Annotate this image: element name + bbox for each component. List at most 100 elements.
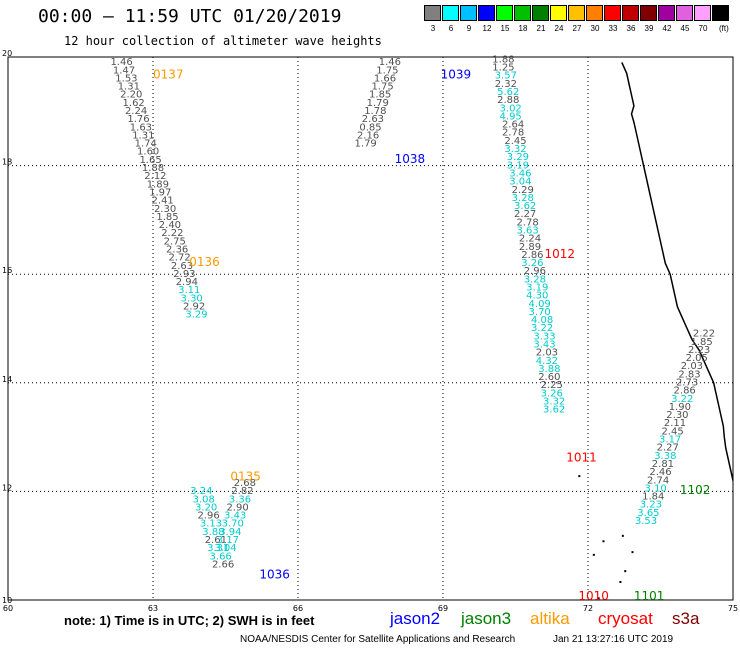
wave-height-value: 2.40 xyxy=(159,220,181,231)
wave-height-value: 2.86 xyxy=(674,386,696,397)
wave-height-value: 1.53 xyxy=(115,73,137,84)
wave-height-value: 3.88 xyxy=(538,364,560,375)
lat-tick-label: 12 xyxy=(2,483,12,492)
wave-height-value: 4.09 xyxy=(529,299,551,310)
colorbar-label: 18 xyxy=(518,24,528,33)
wave-height-value: 2.88 xyxy=(497,95,519,106)
wave-height-value: 2.30 xyxy=(666,410,688,421)
wave-height-value: 1.85 xyxy=(690,337,712,348)
colorbar-swatch xyxy=(550,5,567,21)
satellite-legend-cryosat: cryosat xyxy=(598,609,653,628)
island-mark xyxy=(592,553,595,556)
wave-height-value: 2.46 xyxy=(649,467,671,478)
wave-height-value: 3.26 xyxy=(521,258,543,269)
wave-height-value: 1.88 xyxy=(492,54,514,65)
wave-height-value: 2.03 xyxy=(681,361,703,372)
wave-height-value: 3.31 xyxy=(207,543,229,554)
wave-height-value: 3.43 xyxy=(224,511,246,522)
wave-height-value: 3.57 xyxy=(495,71,517,82)
lat-tick-label: 20 xyxy=(2,49,12,58)
wave-height-value: 3.88 xyxy=(202,527,224,538)
wave-height-value: 2.61 xyxy=(205,535,227,546)
wave-height-value: 2.25 xyxy=(541,380,563,391)
satellite-tracks: 1.461.471.531.312.201.622.241.761.631.31… xyxy=(110,54,715,570)
footer-timestamp: Jan 21 13:27:16 UTC 2019 xyxy=(553,634,674,645)
colorbar-label: 42 xyxy=(662,24,672,33)
wave-height-value: 1.65 xyxy=(139,155,161,166)
colorbar-label: 45 xyxy=(680,24,690,33)
wave-height-value: 2.27 xyxy=(657,443,679,454)
wave-height-value: 3.28 xyxy=(512,193,534,204)
pass-label: 0136 xyxy=(189,255,220,269)
wave-height-value: 2.03 xyxy=(536,348,558,359)
wave-height-value: 2.41 xyxy=(152,196,174,207)
map-border xyxy=(7,56,734,601)
colorbar-swatch xyxy=(424,5,441,21)
india-coastline xyxy=(621,62,734,481)
wave-height-value: 2.90 xyxy=(226,502,248,513)
wave-height-value: 3.02 xyxy=(500,103,522,114)
wave-height-value: 3.30 xyxy=(181,293,203,304)
wave-height-value: 4.95 xyxy=(500,111,522,122)
wave-height-value: 1.79 xyxy=(367,98,389,109)
pass-label: 1010 xyxy=(578,589,609,603)
wave-height-value: 2.30 xyxy=(154,204,176,215)
colorbar-swatch xyxy=(658,5,675,21)
wave-height-value: 1.88 xyxy=(142,163,164,174)
wave-height-value: 2.83 xyxy=(678,369,700,380)
colorbar-label: 3 xyxy=(430,24,436,33)
wave-height-value: 3.43 xyxy=(533,340,555,351)
colorbar-unit: (ft) xyxy=(719,24,729,33)
lat-tick-label: 16 xyxy=(2,266,12,275)
track-0135: 3.243.083.202.963.133.882.613.313.662.66… xyxy=(190,478,256,570)
colorbar-swatch xyxy=(442,5,459,21)
wave-height-value: 2.68 xyxy=(234,478,256,489)
colorbar-label: 27 xyxy=(572,24,582,33)
lon-tick-label: 63 xyxy=(148,604,158,613)
wave-height-value: 3.70 xyxy=(529,307,551,318)
wave-height-value: 0.85 xyxy=(359,122,381,133)
wave-height-value: 2.96 xyxy=(524,266,546,277)
wave-height-value: 1.31 xyxy=(118,82,140,93)
colorbar-swatch xyxy=(478,5,495,21)
colorbar-swatch xyxy=(496,5,513,21)
track-0137: 1.461.471.531.312.201.622.241.761.631.31… xyxy=(110,57,207,320)
island-mark xyxy=(597,597,600,600)
pass-labels: 0137 0136 0135 1036 1038 1039 1012 1011 1010 1102… xyxy=(153,68,710,603)
wave-height-value: 2.82 xyxy=(231,486,253,497)
map-title: 00:00 – 11:59 UTC 01/20/2019 xyxy=(38,6,342,27)
wave-height-value: 2.93 xyxy=(173,269,195,280)
wave-height-value: 2.96 xyxy=(197,511,219,522)
colorbar-label: 24 xyxy=(554,24,564,33)
wave-height-value: 2.60 xyxy=(538,372,560,383)
colorbar-swatch xyxy=(568,5,585,21)
wave-height-value: 1.75 xyxy=(371,82,393,93)
footer-note: note: 1) Time is in UTC; 2) SWH is in fe… xyxy=(64,613,315,628)
wave-height-value: 3.13 xyxy=(200,519,222,530)
wave-height-value: 1.46 xyxy=(110,57,132,68)
pass-label: 1101 xyxy=(634,589,665,603)
wave-height-value: 4.30 xyxy=(526,291,548,302)
colorbar-swatch xyxy=(676,5,693,21)
pass-label: 1012 xyxy=(545,247,576,261)
wave-height-value: 2.92 xyxy=(183,301,205,312)
wave-height-value: 2.74 xyxy=(647,475,669,486)
satellite-legend-jason3: jason3 xyxy=(461,609,512,628)
colorbar-swatch xyxy=(604,5,621,21)
wave-height-value: 3.19 xyxy=(526,282,548,293)
pass-label: 1038 xyxy=(395,152,426,166)
wave-height-value: 2.73 xyxy=(676,378,698,389)
satellite-legend-altika: altika xyxy=(530,609,570,628)
wave-height-value: 1.85 xyxy=(369,90,391,101)
wave-height-value: 1.76 xyxy=(127,114,149,125)
track-1012: 1.881.253.572.325.622.883.024.952.642.78… xyxy=(492,54,565,415)
wave-height-value: 3.11 xyxy=(178,285,200,296)
wave-height-value: 2.75 xyxy=(164,236,186,247)
island-mark xyxy=(602,540,605,543)
wave-height-value: 2.23 xyxy=(688,345,710,356)
colorbar-label: 6 xyxy=(448,24,454,33)
wave-height-value: 3.28 xyxy=(524,274,546,285)
wave-height-value: 3.26 xyxy=(541,388,563,399)
coastline xyxy=(578,62,734,600)
